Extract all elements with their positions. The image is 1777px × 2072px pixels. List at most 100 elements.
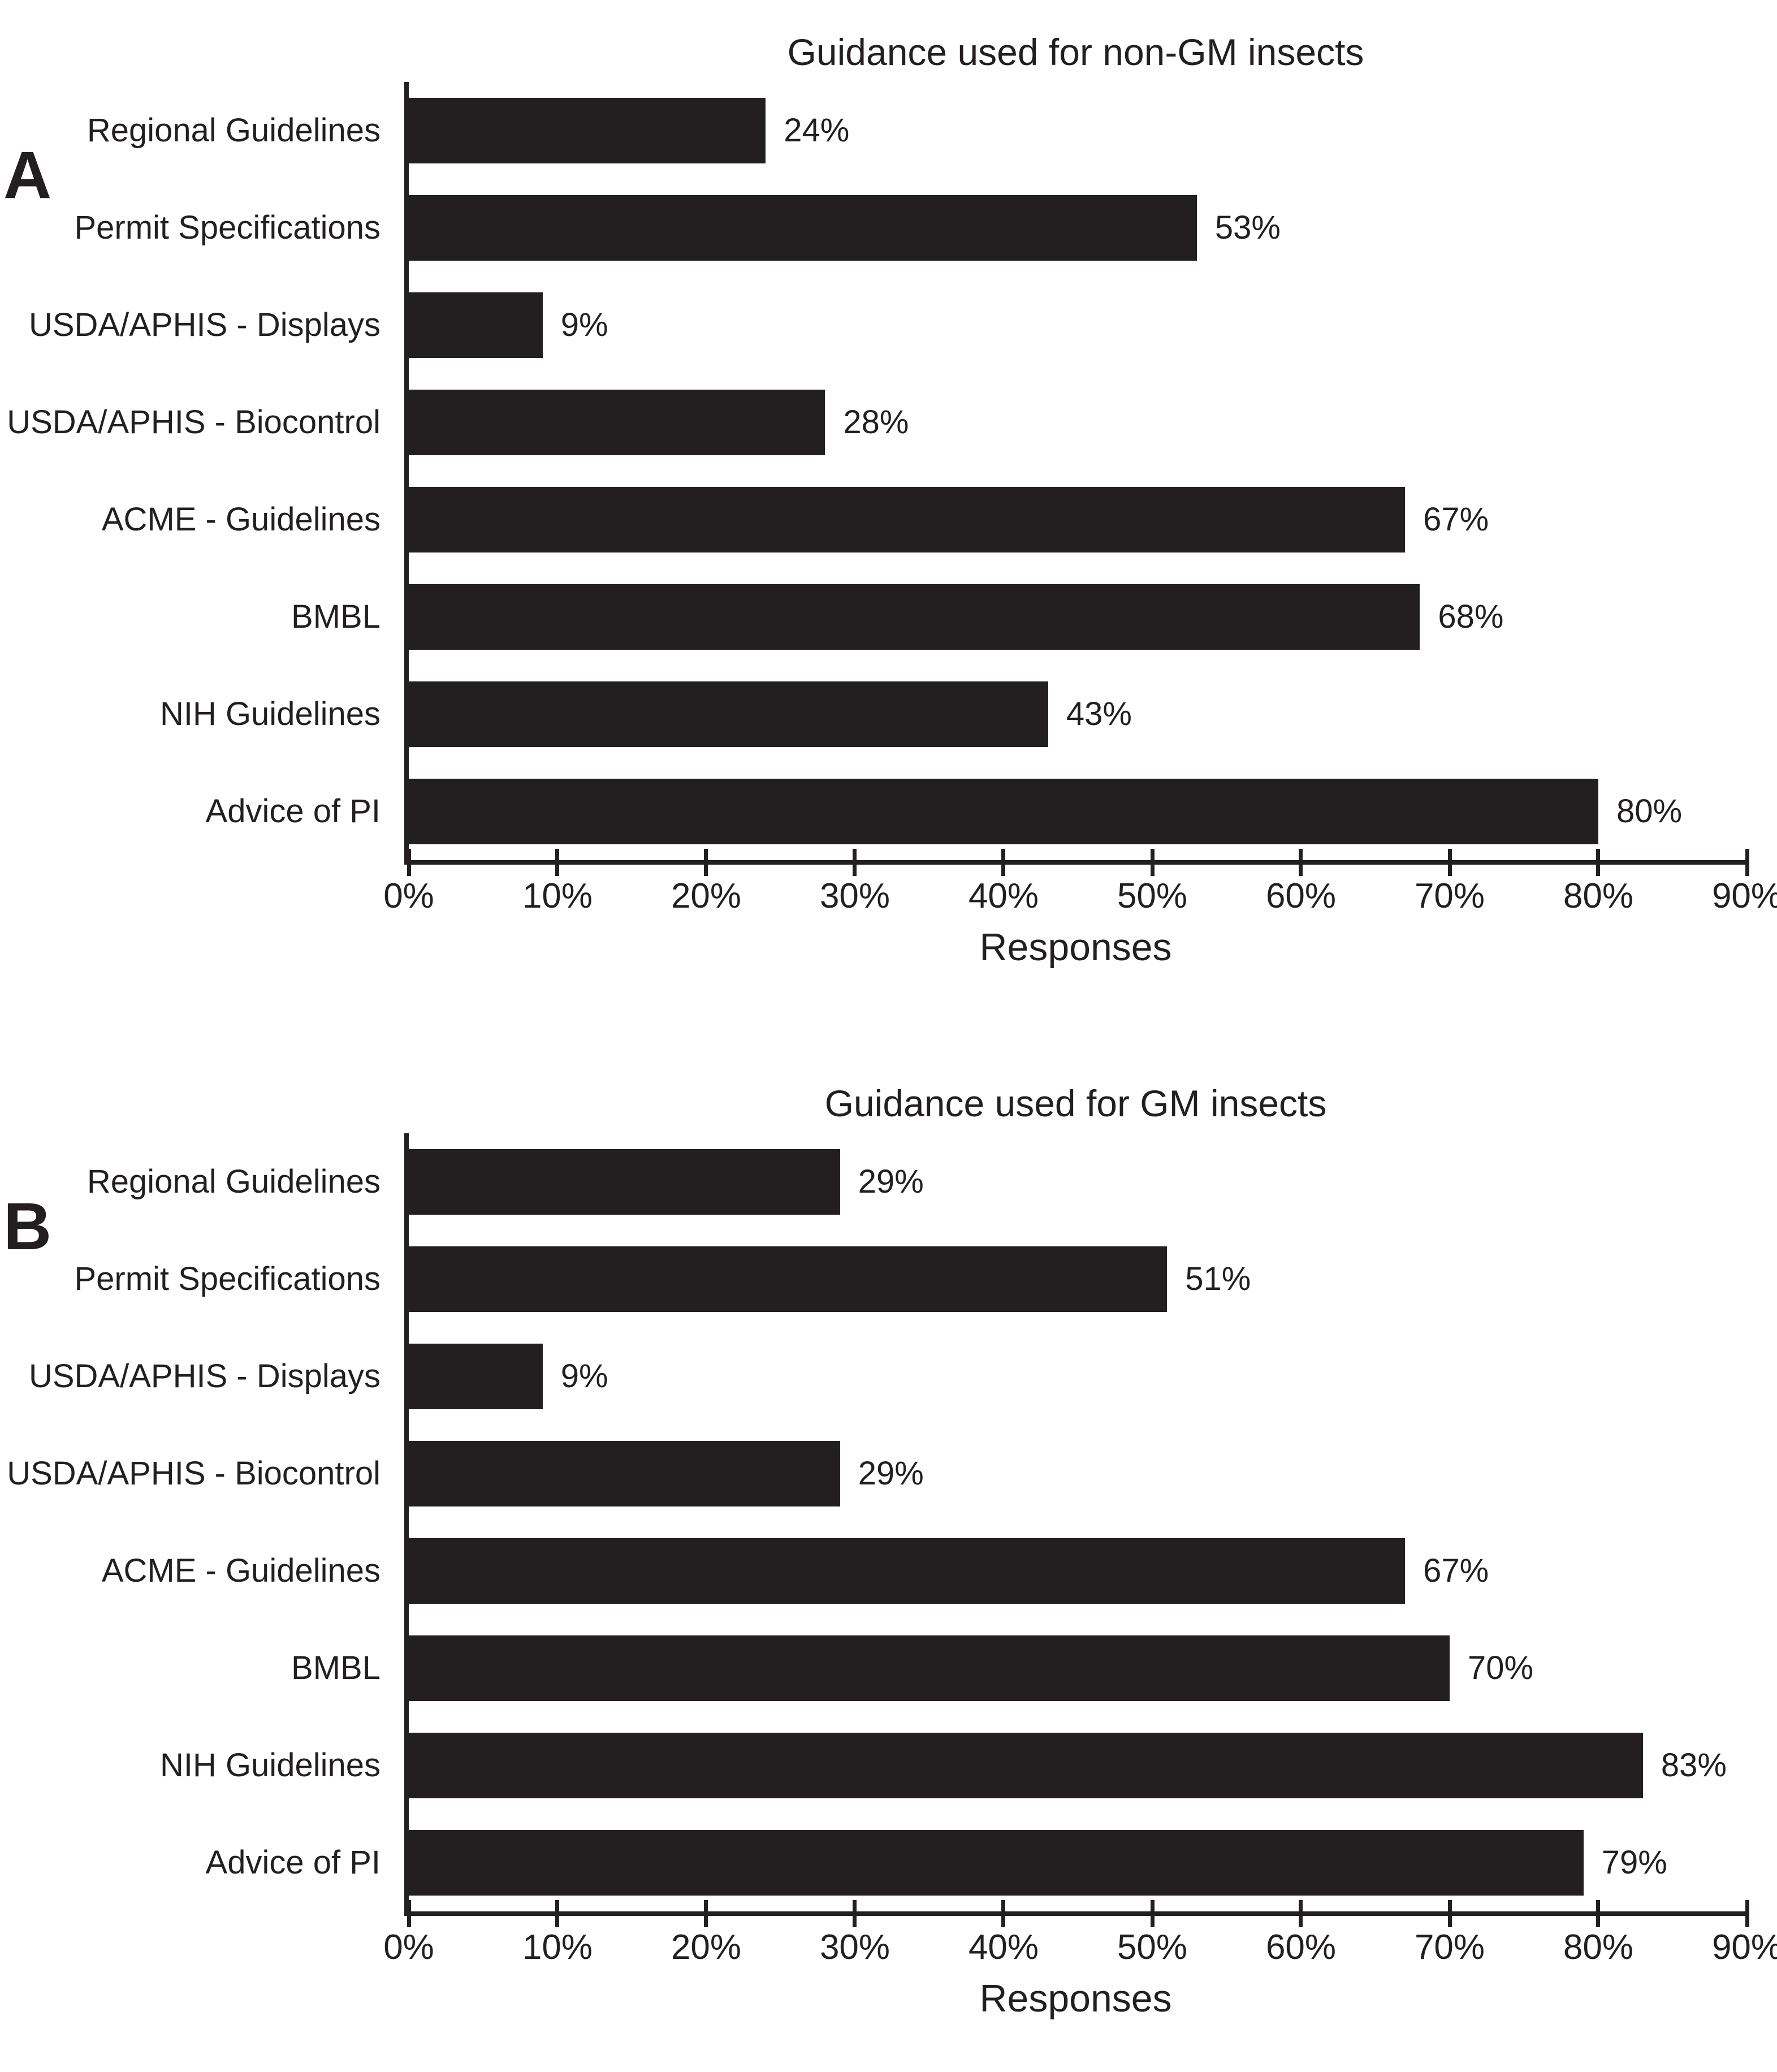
tick-label: 40% xyxy=(968,876,1039,916)
tick-label: 10% xyxy=(522,876,593,916)
category-label: USDA/APHIS - Biocontrol xyxy=(7,403,381,441)
bar xyxy=(409,486,1406,552)
bar xyxy=(409,1829,1584,1896)
panel-b-xaxis-title: Responses xyxy=(979,1976,1172,2020)
category-label: Regional Guidelines xyxy=(87,1163,381,1200)
axis-tick xyxy=(1745,848,1749,876)
bar-row: Regional Guidelines 24% xyxy=(0,81,1747,179)
value-label: 68% xyxy=(1438,598,1504,636)
panel-a-letter: A xyxy=(3,137,52,213)
bar-area: 67% xyxy=(404,1522,1747,1620)
bar-row: NIH Guidelines 43% xyxy=(0,665,1747,763)
panel-b-letter: B xyxy=(3,1189,52,1264)
bar-area: 79% xyxy=(404,1814,1747,1911)
axis-tick xyxy=(555,848,560,876)
axis-tick xyxy=(1299,848,1303,876)
bar-row: NIH Guidelines 83% xyxy=(0,1716,1747,1814)
tick-label: 10% xyxy=(522,1927,593,1967)
panel-a-bars: Regional Guidelines 24% Permit Specificati… xyxy=(0,81,1747,860)
tick-label: 60% xyxy=(1265,876,1337,916)
axis-tick xyxy=(1447,1900,1452,1927)
value-label: 83% xyxy=(1661,1747,1727,1784)
value-label: 79% xyxy=(1601,1844,1667,1881)
value-label: 80% xyxy=(1616,793,1683,830)
tick-label: 40% xyxy=(968,1927,1039,1967)
panel-a-x-axis-line xyxy=(404,848,1749,876)
bar xyxy=(409,584,1420,650)
category-label: Regional Guidelines xyxy=(87,111,381,149)
tick-label: 80% xyxy=(1563,1927,1634,1967)
tick-label: 70% xyxy=(1414,1927,1485,1967)
bar xyxy=(409,195,1197,261)
axis-tick xyxy=(407,1900,411,1927)
bar-area: 83% xyxy=(404,1716,1747,1814)
category-label: USDA/APHIS - Biocontrol xyxy=(7,1454,381,1492)
bar xyxy=(409,97,766,163)
axis-tick xyxy=(1001,1900,1006,1927)
bar-area: 24% xyxy=(404,81,1747,179)
tick-label: 30% xyxy=(819,876,890,916)
category-label: Advice of PI xyxy=(205,1844,381,1881)
value-label: 28% xyxy=(843,404,909,441)
bar xyxy=(409,292,543,358)
panel-b: B Guidance used for GM insects Regional … xyxy=(0,1082,1777,2021)
category-label: BMBL xyxy=(291,1649,381,1686)
bar xyxy=(409,1343,543,1409)
bar xyxy=(409,1246,1168,1312)
axis-tick xyxy=(853,1900,857,1927)
bar-row: USDA/APHIS - Biocontrol 28% xyxy=(0,373,1747,471)
category-label: ACME - Guidelines xyxy=(101,500,381,538)
bar-area: 51% xyxy=(404,1230,1747,1328)
bar-area: 80% xyxy=(404,762,1747,860)
axis-tick xyxy=(1745,1900,1749,1927)
bar-row: ACME - Guidelines 67% xyxy=(0,470,1747,568)
bar xyxy=(409,1538,1406,1604)
axis-tick xyxy=(1150,1900,1155,1927)
bar-row: Permit Specifications 51% xyxy=(0,1230,1747,1328)
bar-row: Advice of PI 79% xyxy=(0,1814,1747,1911)
axis-tick xyxy=(1001,848,1006,876)
bar-row: USDA/APHIS - Displays 9% xyxy=(0,276,1747,374)
bar-row: Permit Specifications 53% xyxy=(0,179,1747,277)
bar-row: Regional Guidelines 29% xyxy=(0,1133,1747,1231)
tick-label: 80% xyxy=(1563,876,1634,916)
tick-label: 0% xyxy=(383,876,434,916)
bar xyxy=(409,389,825,455)
bar xyxy=(409,778,1598,844)
panel-b-title: Guidance used for GM insects xyxy=(824,1082,1327,1124)
panel-a-title: Guidance used for non-GM insects xyxy=(787,31,1364,73)
panel-b-x-axis-line xyxy=(404,1900,1749,1927)
category-label: USDA/APHIS - Displays xyxy=(28,306,381,343)
bar xyxy=(409,1440,840,1506)
bar-area: 28% xyxy=(404,373,1747,471)
tick-label: 50% xyxy=(1117,1927,1188,1967)
category-label: Permit Specifications xyxy=(74,1260,381,1297)
value-label: 67% xyxy=(1423,1552,1489,1590)
bar-area: 70% xyxy=(404,1619,1747,1717)
bar-area: 68% xyxy=(404,568,1747,666)
category-label: NIH Guidelines xyxy=(159,1746,381,1784)
bar-row: USDA/APHIS - Displays 9% xyxy=(0,1327,1747,1425)
category-label: BMBL xyxy=(291,598,381,635)
bar-row: USDA/APHIS - Biocontrol 29% xyxy=(0,1424,1747,1522)
bar-area: 29% xyxy=(404,1424,1747,1522)
value-label: 51% xyxy=(1185,1261,1251,1298)
category-label: USDA/APHIS - Displays xyxy=(28,1357,381,1395)
panel-b-tick-labels: 0% 10% 20% 30% 40% 50% 60% 70% 80% 90% xyxy=(383,1916,1777,1970)
bar-area: 67% xyxy=(404,470,1747,568)
axis-tick xyxy=(1299,1900,1303,1927)
tick-label: 90% xyxy=(1711,1927,1777,1967)
tick-label: 20% xyxy=(671,876,742,916)
axis-tick xyxy=(1596,848,1601,876)
bar-area: 53% xyxy=(404,179,1747,277)
bar-row: BMBL 70% xyxy=(0,1619,1747,1717)
axis-tick xyxy=(1447,848,1452,876)
panel-b-bars: Regional Guidelines 29% Permit Specificati… xyxy=(0,1133,1747,1911)
bar-area: 29% xyxy=(404,1133,1747,1231)
value-label: 67% xyxy=(1423,501,1489,538)
axis-tick xyxy=(1596,1900,1601,1927)
bar-row: Advice of PI 80% xyxy=(0,762,1747,860)
tick-label: 60% xyxy=(1265,1927,1337,1967)
axis-tick xyxy=(555,1900,560,1927)
tick-label: 50% xyxy=(1117,876,1188,916)
